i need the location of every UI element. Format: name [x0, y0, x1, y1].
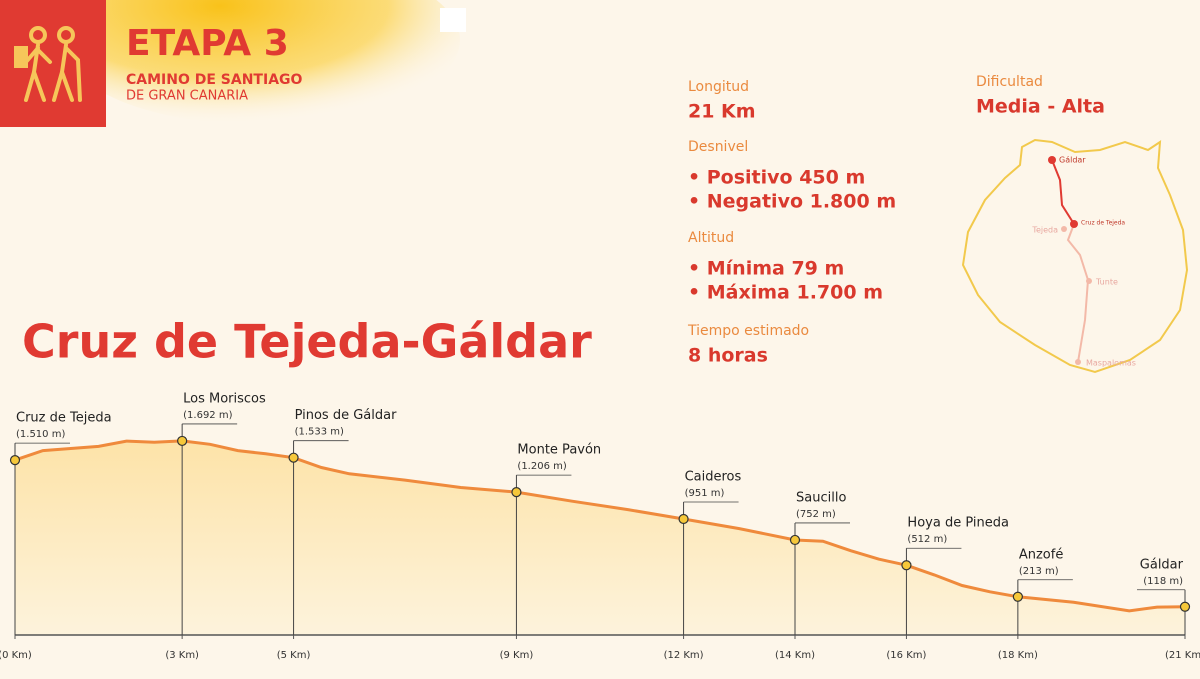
waypoint-elevation: (118 m)	[1143, 576, 1183, 587]
map-label: Gáldar	[1059, 156, 1086, 165]
info-value: • Mínima 79 m	[688, 258, 844, 280]
waypoint-elevation: (1.533 m)	[295, 427, 344, 438]
badge-title: ETAPA 3	[126, 23, 289, 64]
badge-line1: CAMINO DE SANTIAGO	[126, 72, 303, 88]
waypoint-name: Caideros	[685, 469, 742, 484]
waypoint-dot	[1179, 601, 1191, 612]
waypoint-elevation: (213 m)	[1019, 566, 1059, 577]
info-label: Desnivel	[688, 139, 748, 155]
waypoint-name: Gáldar	[1140, 557, 1184, 572]
x-tick-label: (16 Km)	[886, 650, 926, 661]
x-tick-label: (0 Km)	[0, 650, 32, 661]
waypoint-name: Cruz de Tejeda	[16, 411, 112, 426]
waypoint-dot	[789, 534, 801, 546]
x-tick-label: (18 Km)	[998, 650, 1038, 661]
waypoint-dot	[901, 560, 912, 571]
map-point	[1061, 226, 1067, 232]
route-title: Cruz de Tejeda-Gáldar	[22, 315, 592, 369]
info-value: 21 Km	[688, 101, 756, 123]
map-label: Maspalomas	[1086, 359, 1136, 368]
waypoint-dot	[678, 513, 689, 525]
x-tick-label: (3 Km)	[165, 650, 199, 661]
info-value: • Positivo 450 m	[688, 167, 865, 189]
map-label: Tejeda	[1031, 226, 1058, 235]
waypoint-elevation: (512 m)	[907, 534, 947, 545]
x-tick-label: (14 Km)	[775, 650, 815, 661]
map-point	[1070, 220, 1078, 228]
map-point	[1086, 278, 1092, 284]
waypoint-dot	[177, 435, 188, 447]
info-label: Altitud	[688, 230, 734, 246]
x-tick-label: (9 Km)	[500, 650, 534, 661]
info-label: Dificultad	[976, 74, 1043, 90]
x-tick-label: (12 Km)	[664, 650, 704, 661]
waypoint-dot	[511, 487, 522, 498]
info-value: Media - Alta	[976, 96, 1105, 118]
waypoint-name: Los Moriscos	[183, 391, 266, 406]
info-value: • Negativo 1.800 m	[688, 191, 896, 213]
waypoint-elevation: (1.510 m)	[16, 429, 65, 440]
map-point	[1075, 359, 1081, 365]
x-tick-label: (5 Km)	[277, 650, 311, 661]
waypoint-name: Hoya de Pineda	[907, 516, 1009, 531]
waypoint-dot	[288, 452, 299, 463]
waypoint-name: Monte Pavón	[517, 443, 601, 458]
header-splash	[60, 0, 460, 125]
info-value: 8 horas	[688, 345, 768, 367]
waypoint-elevation: (1.206 m)	[517, 461, 566, 472]
waypoint-elevation: (752 m)	[796, 509, 836, 520]
badge-line2: DE GRAN CANARIA	[126, 89, 248, 104]
waypoint-name: Pinos de Gáldar	[295, 408, 398, 423]
profile-line	[14, 439, 1186, 613]
waypoint-elevation: (951 m)	[685, 488, 725, 499]
route-stage	[1051, 159, 1075, 225]
waypoint-name: Anzofé	[1019, 547, 1063, 562]
map-point	[1048, 156, 1056, 164]
hiker-icon	[14, 26, 82, 102]
waypoint-name: Saucillo	[796, 490, 846, 505]
waypoint-dot	[9, 454, 21, 466]
waypoint-elevation: (1.692 m)	[183, 410, 232, 421]
waypoint-dot	[1012, 591, 1023, 602]
route-other	[1066, 223, 1090, 363]
x-tick-label: (21 Km)	[1165, 650, 1200, 661]
island-map: Gáldar Cruz de Tejeda Tejeda Tunte Maspa…	[961, 138, 1189, 374]
info-value: • Máxima 1.700 m	[688, 282, 883, 304]
blank-patch	[440, 8, 466, 32]
map-label: Tunte	[1095, 278, 1118, 287]
info-label: Tiempo estimado	[687, 323, 809, 339]
profile-area	[15, 440, 1185, 635]
map-label: Cruz de Tejeda	[1081, 220, 1125, 227]
info-label: Longitud	[688, 79, 749, 95]
island-outline	[961, 138, 1189, 374]
